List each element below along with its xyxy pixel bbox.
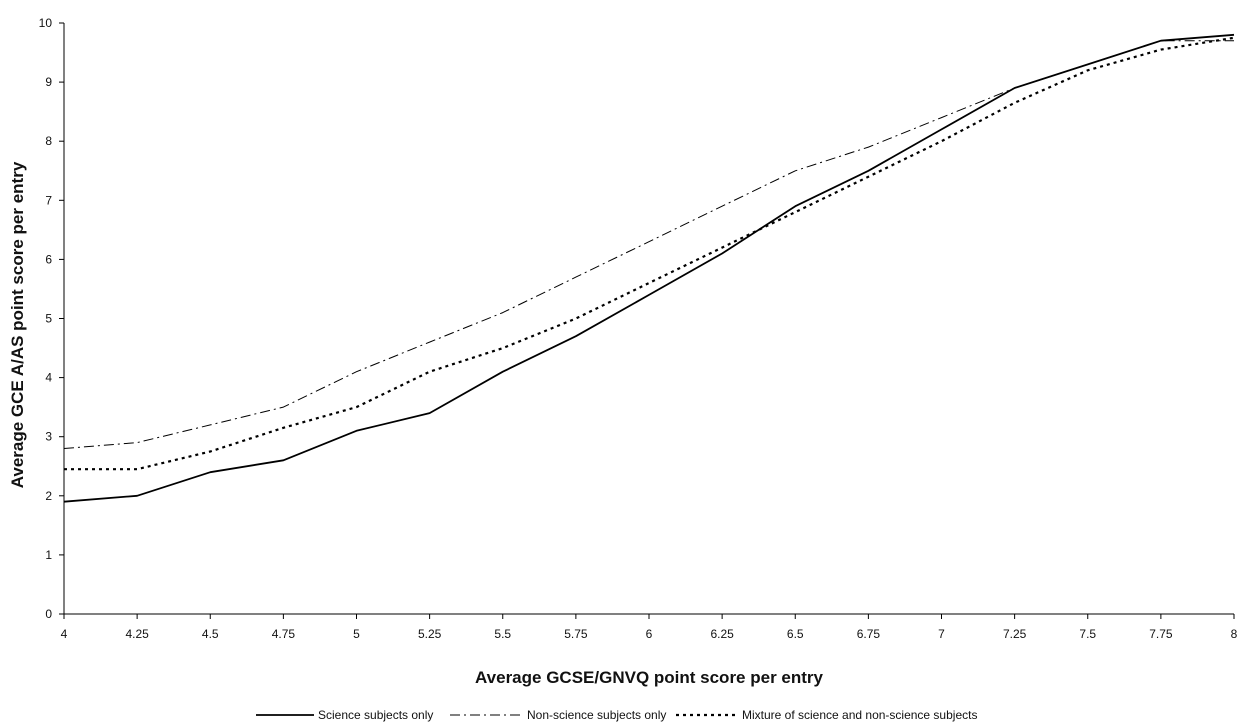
x-tick-label: 4	[61, 627, 68, 641]
x-axis-title: Average GCSE/GNVQ point score per entry	[475, 668, 824, 687]
y-tick-label: 7	[45, 193, 52, 207]
x-tick-label: 7.5	[1079, 627, 1096, 641]
x-axis-ticks: 4 4.25 4.5 4.75 5 5.25 5.5 5.75 6 6.25 6.5 6.75 7 7.2…	[61, 614, 1238, 641]
x-tick-label: 7.25	[1003, 627, 1027, 641]
chart-axes	[63, 23, 1234, 615]
x-tick-label: 4.5	[202, 627, 219, 641]
y-tick-label: 5	[45, 312, 52, 326]
legend: Science subjects only Non-science subjec…	[256, 708, 977, 722]
y-tick-label: 8	[45, 134, 52, 148]
series-line-mixture-of-science-and-non-science-subjects	[64, 36, 1235, 471]
y-tick-label: 9	[45, 75, 52, 89]
x-tick-label: 7.75	[1149, 627, 1173, 641]
y-tick-label: 6	[45, 252, 52, 266]
x-tick-label: 5	[353, 627, 360, 641]
y-tick-label: 2	[45, 489, 52, 503]
legend-label-non-science: Non-science subjects only	[527, 708, 666, 722]
x-tick-label: 6.75	[857, 627, 881, 641]
y-axis-ticks: 0 1 2 3 4 5 6 7 8 9 10	[39, 16, 64, 621]
x-tick-label: 4.75	[272, 627, 296, 641]
x-tick-label: 5.5	[494, 627, 511, 641]
y-axis-title: Average GCE A/AS point score per entry	[8, 161, 27, 488]
x-tick-label: 6.5	[787, 627, 804, 641]
series-line-science-subjects-only	[63, 33, 1235, 503]
x-tick-label: 6.25	[710, 627, 734, 641]
x-tick-label: 6	[646, 627, 653, 641]
legend-label-science: Science subjects only	[318, 708, 433, 722]
y-tick-label: 10	[39, 16, 53, 30]
series-line-non-science-subjects-only	[63, 40, 1234, 449]
legend-label-mixture: Mixture of science and non-science subje…	[742, 708, 977, 722]
x-tick-label: 5.25	[418, 627, 442, 641]
y-tick-label: 3	[45, 430, 52, 444]
series-lines	[63, 33, 1235, 503]
y-tick-label: 1	[45, 548, 52, 562]
x-tick-label: 5.75	[564, 627, 588, 641]
x-tick-label: 4.25	[125, 627, 149, 641]
x-tick-label: 7	[938, 627, 945, 641]
x-tick-label: 8	[1231, 627, 1238, 641]
y-tick-label: 0	[45, 607, 52, 621]
y-tick-label: 4	[45, 371, 52, 385]
